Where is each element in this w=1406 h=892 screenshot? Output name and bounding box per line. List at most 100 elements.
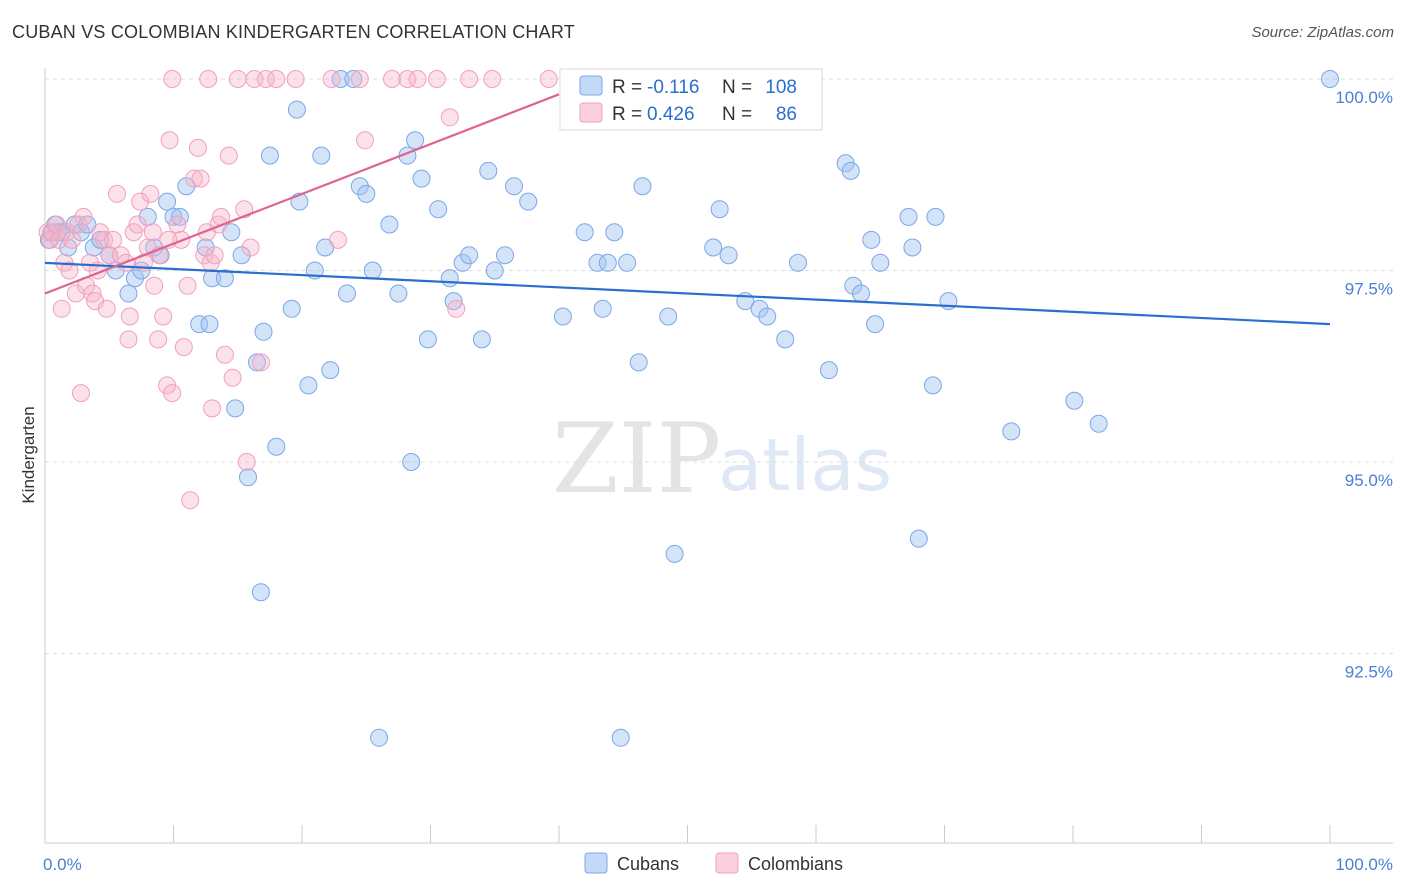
cubans-point-51 xyxy=(370,728,389,747)
colombians-points xyxy=(38,70,558,510)
watermark-zip: ZIP xyxy=(552,403,721,515)
colombians-point-59 xyxy=(223,368,242,387)
watermark: ZIP atlas xyxy=(552,403,892,515)
cubans-point-36 xyxy=(267,437,286,456)
colombians-point-3 xyxy=(47,215,66,234)
legend-r-label-cubans: R = xyxy=(612,77,642,98)
cubans-point-35 xyxy=(260,146,279,165)
legend-n-label-colombians: N = xyxy=(722,104,752,125)
cubans-point-84 xyxy=(710,200,729,219)
y-tick-label-3: 92.5% xyxy=(1345,663,1393,682)
grid xyxy=(45,78,1393,654)
cubans-point-108 xyxy=(1321,70,1339,88)
cubans-point-103 xyxy=(926,207,945,226)
colombians-point-63 xyxy=(241,238,260,257)
colombians-point-57 xyxy=(215,345,234,364)
colombians-point-62 xyxy=(237,453,256,471)
cubans-point-69 xyxy=(519,192,538,211)
cubans-point-31 xyxy=(239,468,257,487)
cubans-trend-line xyxy=(44,261,1331,326)
colombians-point-61 xyxy=(235,200,254,219)
cubans-point-97 xyxy=(866,315,885,334)
colombians-point-76 xyxy=(427,70,446,88)
watermark-atlas: atlas xyxy=(718,423,892,507)
y-axis-label: Kindergarten xyxy=(19,406,38,503)
y-tick-label-0: 100.0% xyxy=(1335,88,1393,107)
colombians-point-54 xyxy=(205,246,224,265)
colombians-point-29 xyxy=(128,215,147,234)
colombians-point-82 xyxy=(199,70,218,88)
cubans-point-87 xyxy=(750,299,769,318)
cubans-point-37 xyxy=(282,299,301,318)
legend-r-value-colombians: 0.426 xyxy=(647,104,695,125)
colombians-point-66 xyxy=(257,70,275,88)
cubans-point-62 xyxy=(453,253,472,272)
cubans-point-78 xyxy=(629,353,648,372)
colombians-point-41 xyxy=(163,384,182,403)
cubans-point-102 xyxy=(923,376,942,395)
colombians-point-20 xyxy=(97,299,116,318)
cubans-point-70 xyxy=(553,307,572,326)
cubans-point-32 xyxy=(248,353,266,372)
cubans-point-64 xyxy=(472,330,491,349)
colombians-point-81 xyxy=(163,70,182,88)
colombians-point-67 xyxy=(267,70,286,88)
colombians-point-53 xyxy=(203,399,222,418)
colombians-point-36 xyxy=(149,330,168,349)
cubans-point-50 xyxy=(363,261,382,280)
colombians-point-22 xyxy=(104,230,123,249)
colombians-point-47 xyxy=(185,169,204,188)
cubans-point-33 xyxy=(251,583,270,602)
cubans-point-105 xyxy=(1002,422,1021,441)
cubans-point-107 xyxy=(1089,414,1108,433)
colombians-point-83 xyxy=(539,70,558,88)
legend-r-value-cubans: -0.116 xyxy=(647,77,699,98)
cubans-point-66 xyxy=(485,261,504,280)
colombians-point-70 xyxy=(329,230,347,249)
colombians-point-60 xyxy=(228,70,247,88)
cubans-point-40 xyxy=(299,376,318,395)
legend-box xyxy=(559,68,823,131)
cubans-point-56 xyxy=(406,131,425,150)
x-tick-labels: 0.0% 100.0% xyxy=(43,855,1393,874)
cubans-point-72 xyxy=(588,253,607,272)
legend-n-label-cubans: N = xyxy=(722,77,752,98)
colombians-point-38 xyxy=(154,307,173,326)
cubans-point-83 xyxy=(704,238,723,257)
bottom-legend-label-cubans: Cubans xyxy=(617,854,679,874)
cubans-point-65 xyxy=(479,161,498,180)
cubans-point-30 xyxy=(232,246,251,265)
colombians-point-5 xyxy=(52,299,71,318)
cubans-point-93 xyxy=(841,161,860,180)
colombians-point-23 xyxy=(108,184,126,203)
cubans-point-74 xyxy=(598,253,617,272)
cubans-point-68 xyxy=(505,177,523,196)
cubans-point-42 xyxy=(312,146,331,165)
colombians-point-78 xyxy=(460,70,479,88)
cubans-point-67 xyxy=(496,246,514,265)
cubans-point-13 xyxy=(119,284,138,303)
cubans-point-38 xyxy=(287,100,306,119)
cubans-point-49 xyxy=(357,184,376,203)
cubans-point-75 xyxy=(605,223,624,242)
colombians-point-35 xyxy=(145,276,164,295)
cubans-point-44 xyxy=(321,361,340,380)
colombians-point-42 xyxy=(168,215,187,234)
colombians-point-74 xyxy=(398,70,417,88)
cubans-point-98 xyxy=(871,253,890,272)
cubans-point-22 xyxy=(177,177,196,196)
cubans-point-77 xyxy=(618,253,637,272)
colombians-point-45 xyxy=(178,276,197,295)
colombians-point-80 xyxy=(447,299,466,318)
cubans-point-99 xyxy=(899,207,918,226)
colombians-point-26 xyxy=(119,330,138,349)
cubans-point-21 xyxy=(170,207,189,226)
cubans-point-91 xyxy=(819,361,838,380)
colombians-point-4 xyxy=(50,230,69,249)
cubans-point-71 xyxy=(575,223,594,242)
colombians-point-30 xyxy=(131,192,150,211)
cubans-point-9 xyxy=(84,238,103,257)
x-tick-label-1: 100.0% xyxy=(1335,855,1393,874)
cubans-point-23 xyxy=(190,315,209,334)
cubans-point-29 xyxy=(226,399,245,418)
